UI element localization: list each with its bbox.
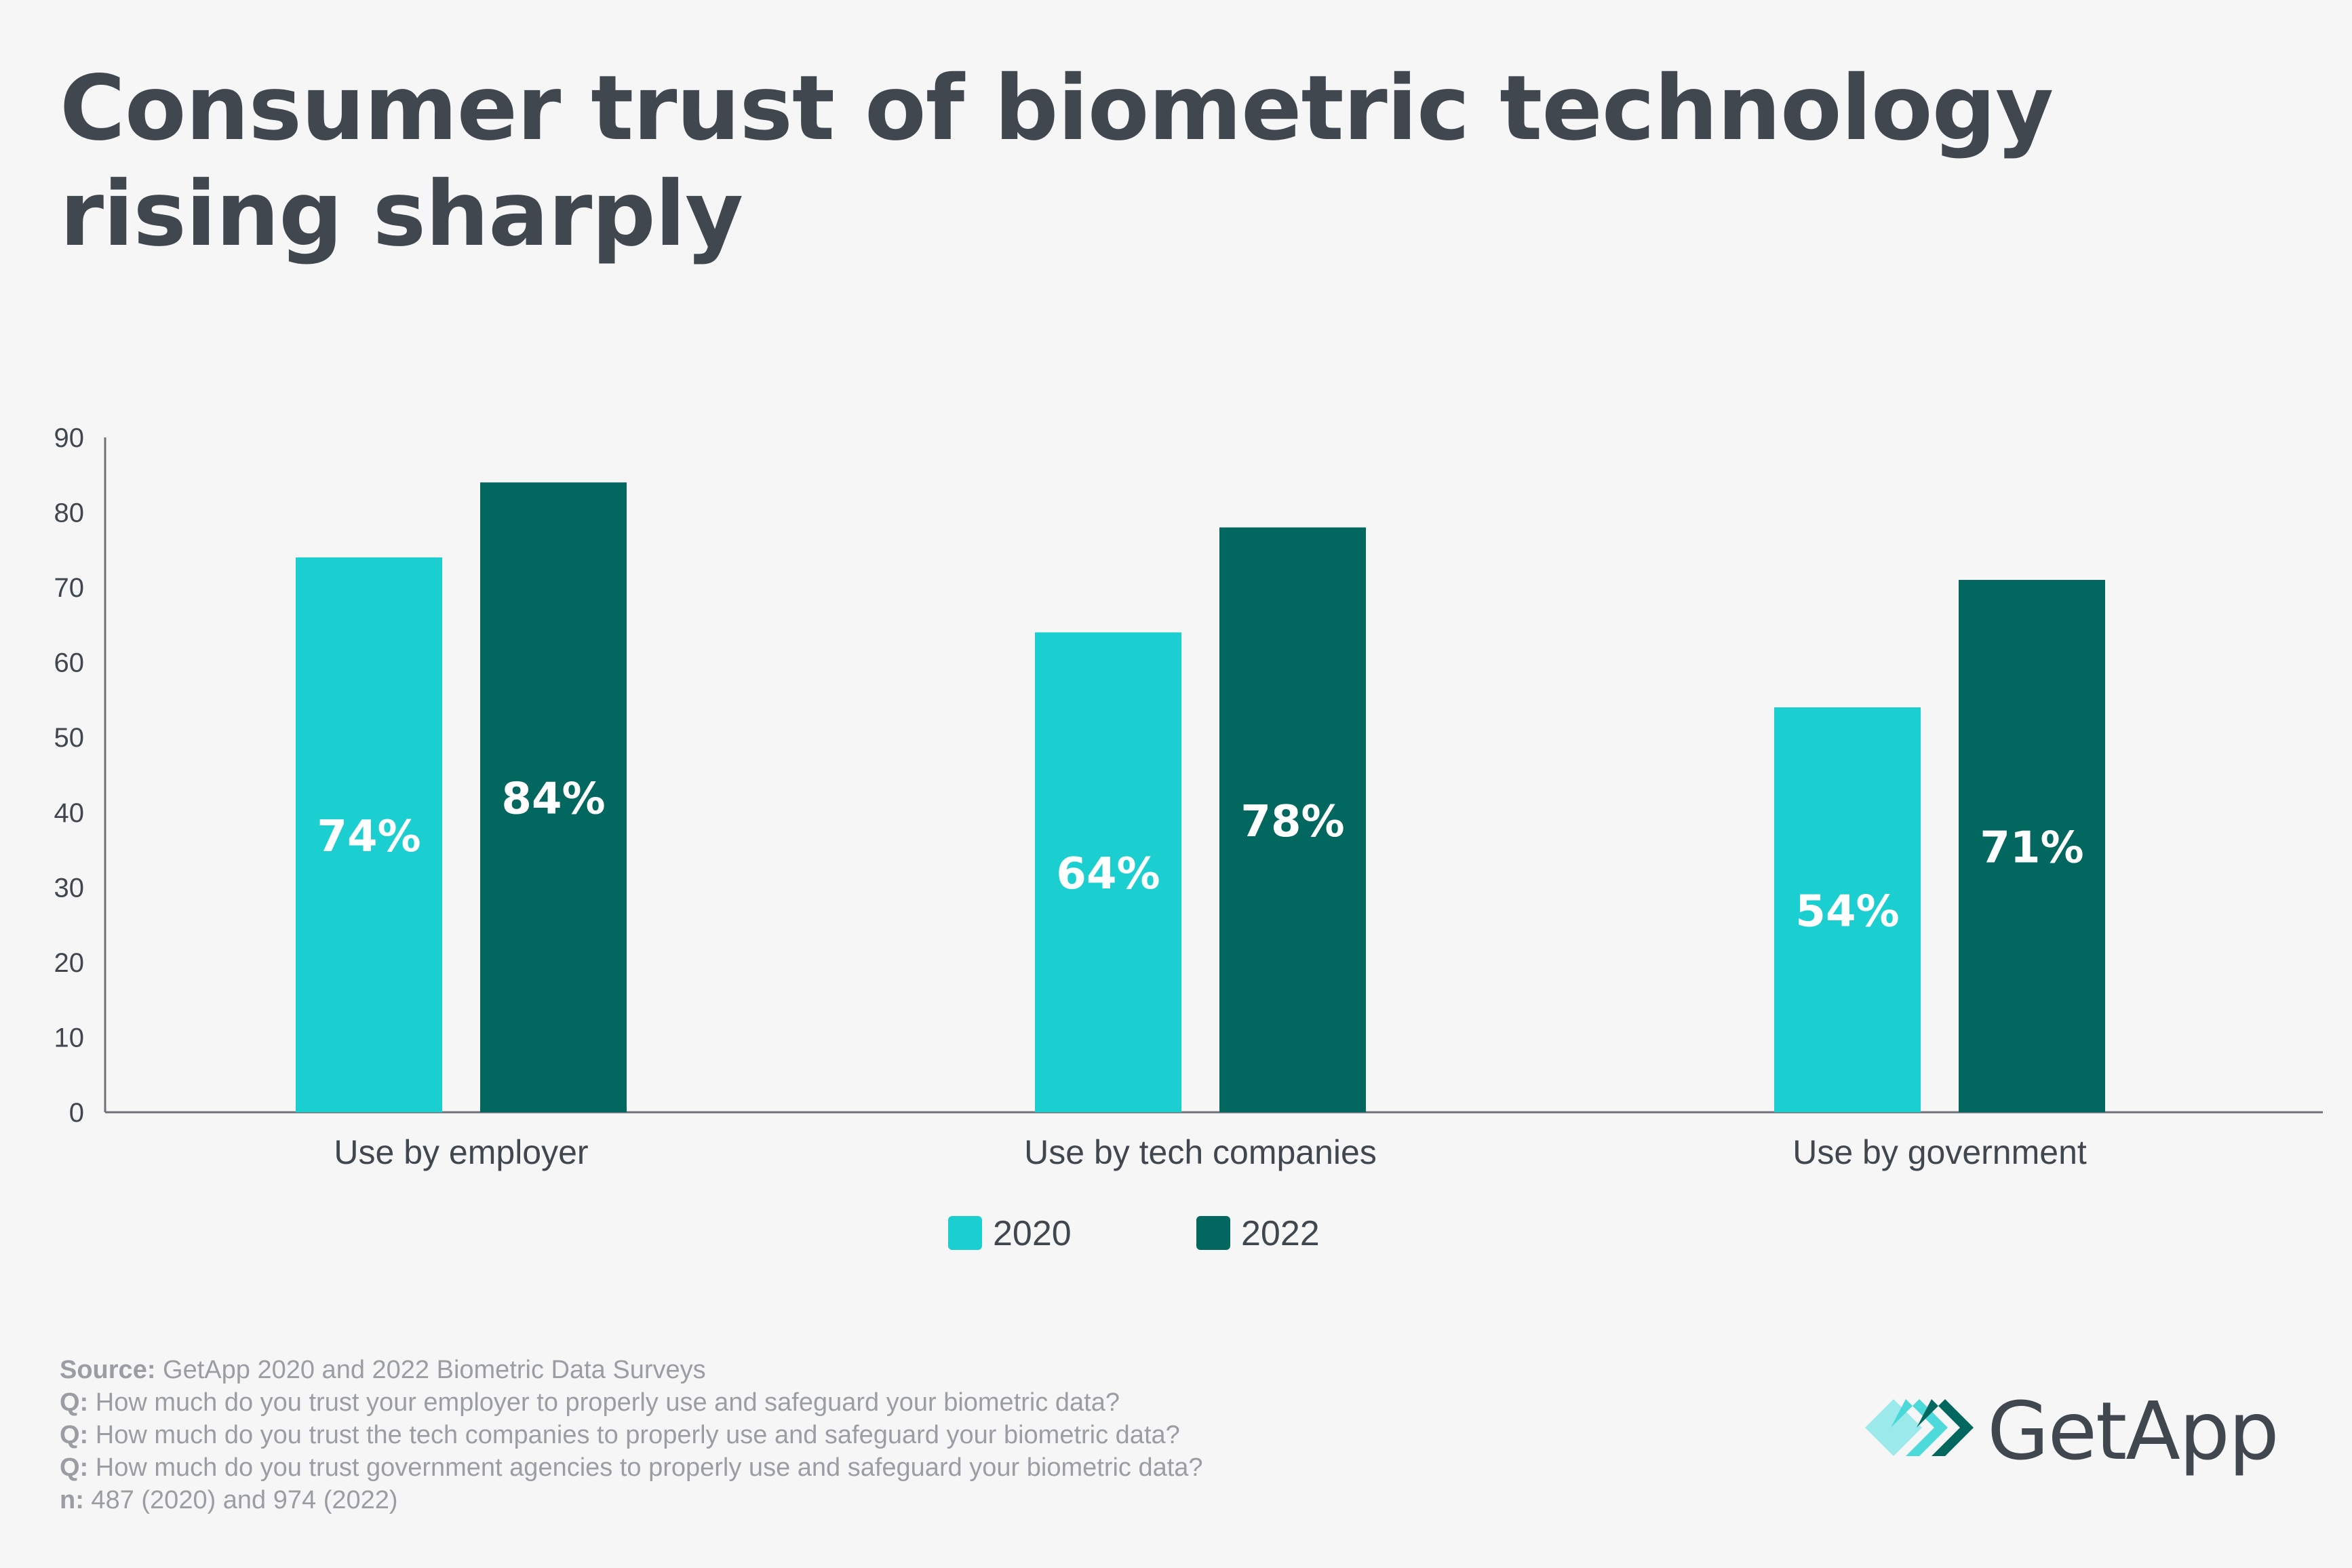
bar-2020-1 xyxy=(296,557,442,1112)
question-note-2: Q: How much do you trust the tech compan… xyxy=(60,1421,1180,1449)
getapp-logo-text: GetApp xyxy=(1987,1384,2279,1478)
chart-title-line-2: rising sharply xyxy=(60,162,743,267)
y-tick-label: 0 xyxy=(69,1098,84,1128)
footnotes: Source: GetApp 2020 and 2022 Biometric D… xyxy=(60,1354,1203,1516)
y-tick-label: 90 xyxy=(54,423,85,453)
x-category-label: Use by employer xyxy=(334,1133,588,1171)
bar-2022-1 xyxy=(480,482,627,1112)
legend-swatch-2022 xyxy=(1196,1216,1230,1250)
y-tick-label: 70 xyxy=(54,573,85,603)
y-tick-label: 30 xyxy=(54,873,85,903)
bar-value-label: 64% xyxy=(1056,849,1160,899)
getapp-logo: GetApp xyxy=(1865,1384,2286,1478)
question-note-1: Q: How much do you trust your employer t… xyxy=(60,1388,1120,1417)
bar-value-label: 74% xyxy=(317,812,420,862)
bar-value-label: 84% xyxy=(501,775,605,825)
bar-value-label: 71% xyxy=(1980,823,2083,874)
bar-2022-2 xyxy=(1219,527,1366,1112)
y-tick-label: 10 xyxy=(54,1023,85,1053)
y-tick-label: 50 xyxy=(54,723,85,753)
bar-2020-2 xyxy=(1035,632,1181,1112)
getapp-chevrons-icon xyxy=(1865,1399,1974,1456)
y-tick-label: 80 xyxy=(54,498,85,528)
x-category-label: Use by government xyxy=(1792,1133,2087,1171)
legend-swatch-2020 xyxy=(948,1216,982,1250)
legend-label-2022: 2022 xyxy=(1241,1214,1320,1253)
sample-size-note: n: 487 (2020) and 974 (2022) xyxy=(60,1486,398,1514)
legend-label-2020: 2020 xyxy=(993,1214,1072,1253)
question-note-3: Q: How much do you trust government agen… xyxy=(60,1453,1203,1482)
source-note: Source: GetApp 2020 and 2022 Biometric D… xyxy=(60,1356,706,1384)
bar-chart: 0 10 20 30 40 50 60 70 80 90 74% 84% Use by employer… xyxy=(54,423,2323,1253)
y-tick-label: 20 xyxy=(54,948,85,978)
bar-value-label: 78% xyxy=(1240,797,1344,847)
bar-value-label: 54% xyxy=(1795,887,1899,937)
bar-2022-3 xyxy=(1959,580,2105,1112)
chart-title: Consumer trust of biometric technology r… xyxy=(60,56,2094,267)
y-tick-label: 40 xyxy=(54,798,85,828)
bar-2020-3 xyxy=(1774,707,1921,1112)
y-tick-label: 60 xyxy=(54,648,85,678)
x-category-label: Use by tech companies xyxy=(1024,1133,1377,1171)
chart-title-line-1: Consumer trust of biometric technology xyxy=(60,56,2054,161)
